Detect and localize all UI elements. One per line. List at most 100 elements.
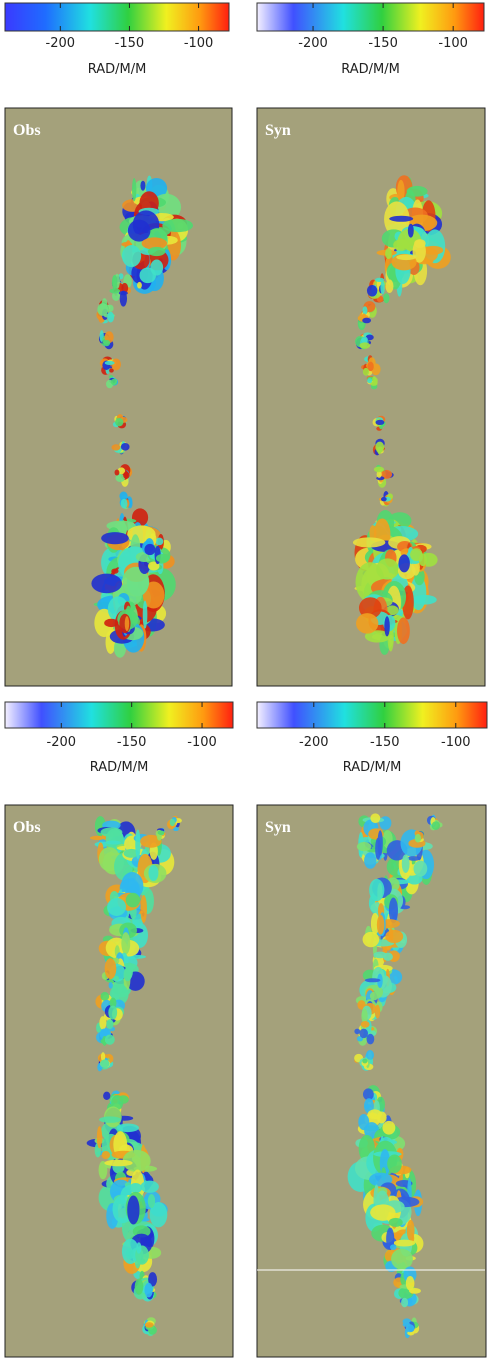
emission-patch [370,813,381,824]
tick-label: -150 [370,735,400,750]
emission-patch [123,848,140,858]
panel-title: Obs [13,819,41,836]
emission-patch [144,543,156,556]
emission-patch [121,245,142,268]
emission-patch [121,1238,139,1264]
emission-patch [396,254,416,261]
emission-patch [413,860,428,877]
emission-patch [98,1160,108,1180]
emission-patch [147,246,166,257]
emission-patch [123,471,130,479]
emission-patch [122,566,150,597]
emission-patch [376,470,382,478]
emission-patch [357,1000,366,1010]
emission-patch [144,1322,154,1328]
emission-patch [105,840,121,845]
emission-patch [111,274,118,290]
emission-patch [406,1219,415,1241]
emission-patch [109,997,117,1009]
emission-patch [127,219,151,242]
map-panel: Obs [4,804,234,1358]
emission-patch [135,829,141,859]
emission-patch [111,1095,124,1111]
colorbar-label: RAD/M/M [88,62,147,77]
emission-patch [391,1248,413,1270]
emission-patch [117,467,126,475]
tick-label: -150 [368,36,398,51]
emission-patch [97,303,109,316]
emission-patch [405,1276,415,1291]
emission-patch [359,342,371,349]
emission-patch [116,1123,139,1133]
emission-patch [401,1297,409,1308]
emission-patch [370,1204,396,1221]
emission-patch [412,594,437,605]
emission-patch [125,892,141,908]
emission-patch [120,498,128,509]
emission-patch [364,1104,372,1109]
emission-patch [401,854,410,874]
emission-patch [106,1019,114,1030]
emission-patch [141,237,168,250]
emission-patch [149,1202,168,1228]
emission-patch [397,179,405,203]
colorbar-label: RAD/M/M [341,62,400,77]
emission-patch [107,311,115,323]
emission-patch [134,1278,144,1295]
emission-patch [100,991,110,1001]
emission-patch [389,1244,397,1251]
emission-patch [393,1239,416,1247]
emission-patch [111,378,118,386]
emission-patch [115,473,126,483]
emission-patch [148,864,159,882]
emission-patch [359,1028,369,1039]
emission-patch [358,597,382,619]
emission-patch [94,608,114,638]
emission-patch [147,1194,156,1209]
emission-patch [375,419,385,425]
emission-patch [155,553,170,563]
emission-patch [140,1180,159,1193]
emission-patch [103,339,111,347]
emission-patch [162,218,194,233]
emission-patch [375,441,385,453]
emission-patch [89,835,105,840]
emission-patch [376,1111,387,1124]
emission-patch [121,282,129,294]
emission-patch [369,991,379,1001]
tick-label: -150 [115,36,145,51]
tick-label: -100 [438,36,468,51]
emission-patch [356,841,372,852]
map-panel: Syn [256,804,487,1358]
emission-patch [382,1120,396,1135]
emission-patch [96,1126,103,1149]
emission-patch [362,931,380,948]
emission-patch [91,573,123,594]
emission-patch [372,380,378,385]
emission-patch [100,1052,106,1062]
colorbar: -200 -150 -100 RAD/M/M [256,2,485,77]
emission-patch [388,1217,403,1227]
tick-label: -100 [187,735,217,750]
emission-patch [99,1016,107,1030]
emission-patch [109,288,121,294]
emission-patch [373,951,387,959]
emission-patch [431,821,440,830]
emission-patch [100,1059,110,1068]
emission-patch [148,1272,158,1287]
emission-patch [376,915,385,935]
emission-patch [412,239,426,263]
emission-patch [384,616,390,637]
colorbar-gradient [4,701,234,729]
emission-patch [118,291,128,296]
emission-patch [364,978,381,983]
emission-patch [397,617,410,645]
emission-patch [374,277,385,283]
emission-patch [376,558,400,580]
emission-patch [362,367,370,376]
emission-patch [362,317,372,324]
emission-patch [362,306,368,315]
emission-patch [137,281,142,289]
emission-patch [386,1227,395,1251]
emission-patch [101,532,129,545]
